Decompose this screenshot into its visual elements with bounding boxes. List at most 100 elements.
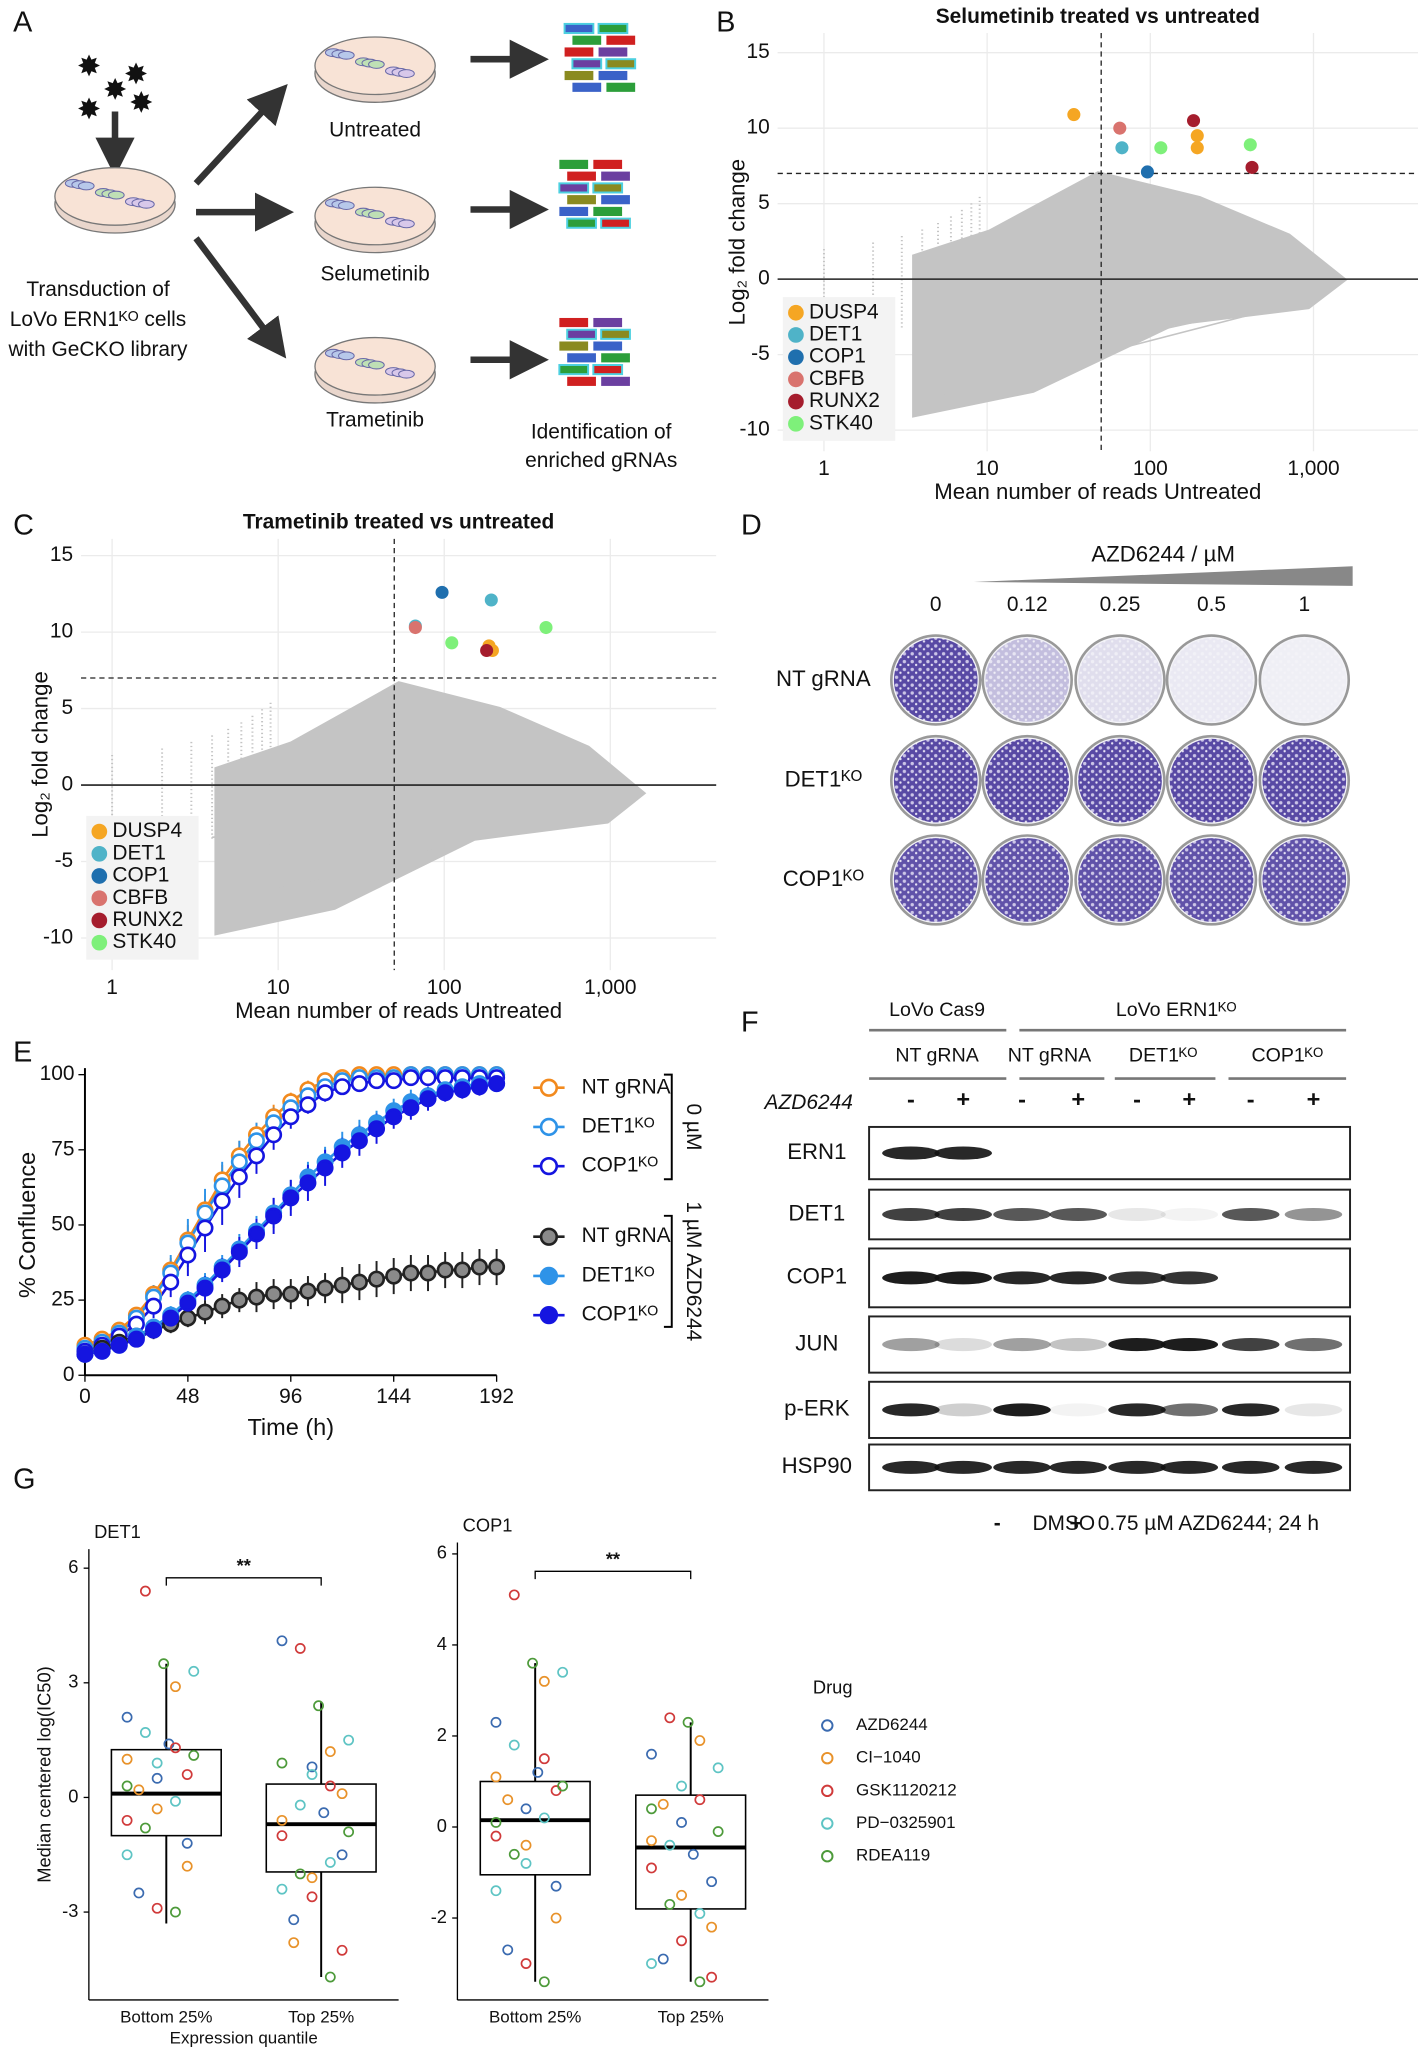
chart-title: DET1 bbox=[94, 1521, 141, 1542]
drug-point bbox=[188, 1665, 200, 1677]
data-point bbox=[196, 1303, 214, 1321]
x-axis-title: Expression quantile bbox=[170, 2029, 318, 2048]
colonies bbox=[1262, 838, 1347, 922]
drug-point bbox=[324, 1746, 336, 1758]
drug-point bbox=[121, 1753, 133, 1765]
read-cloud bbox=[214, 681, 647, 936]
x-tick-label: 96 bbox=[279, 1385, 302, 1408]
data-point bbox=[350, 1132, 368, 1150]
panel-label: D bbox=[741, 510, 762, 542]
data-point bbox=[213, 1192, 231, 1210]
data-point bbox=[162, 1273, 180, 1291]
lane-sign: - bbox=[1018, 1086, 1026, 1112]
drug-point bbox=[490, 1885, 502, 1897]
band bbox=[993, 1207, 1051, 1222]
gene-point bbox=[1140, 165, 1154, 179]
y-tick-label: 15 bbox=[50, 543, 73, 566]
drug-point bbox=[121, 1711, 133, 1723]
y-tick-label: -5 bbox=[55, 849, 74, 872]
lane-sign: + bbox=[956, 1086, 970, 1112]
drug-point bbox=[508, 1848, 520, 1860]
gRNA-block bbox=[600, 328, 631, 340]
protein-label: HSP90 bbox=[782, 1453, 852, 1478]
band bbox=[1108, 1338, 1166, 1352]
data-point bbox=[265, 1207, 283, 1225]
schematic-text: with GeCKO library bbox=[8, 338, 188, 361]
gRNA-block bbox=[593, 317, 623, 328]
significance: ** bbox=[237, 1555, 252, 1576]
data-point bbox=[419, 1090, 437, 1108]
x-tick-label: 1 bbox=[818, 457, 830, 480]
drug-point bbox=[664, 1898, 676, 1910]
data-point bbox=[402, 1264, 420, 1282]
data-point bbox=[162, 1309, 180, 1327]
band bbox=[1221, 1403, 1280, 1417]
legend-label: COP1ᴷᴼ bbox=[582, 1303, 659, 1326]
drug-point bbox=[490, 1817, 502, 1828]
band bbox=[934, 1403, 992, 1417]
cell bbox=[398, 219, 415, 229]
gRNA-block bbox=[559, 341, 589, 351]
virus: ✸ bbox=[124, 59, 148, 91]
drug-point bbox=[520, 1839, 532, 1851]
colonies bbox=[1169, 738, 1254, 823]
drug-point bbox=[294, 1642, 306, 1654]
drug-point bbox=[646, 1803, 657, 1815]
band bbox=[993, 1271, 1051, 1285]
band bbox=[934, 1460, 992, 1474]
gRNA-block bbox=[601, 195, 630, 205]
data-point bbox=[333, 1144, 351, 1162]
cell bbox=[138, 199, 155, 209]
drug-point bbox=[336, 1944, 348, 1956]
legend-swatch bbox=[539, 1156, 559, 1176]
band bbox=[1108, 1403, 1166, 1417]
colonies bbox=[985, 838, 1070, 922]
x-tick-label: 100 bbox=[427, 976, 462, 999]
y-tick-label: 10 bbox=[50, 620, 73, 643]
legend-swatch bbox=[788, 349, 804, 366]
virus: ✸ bbox=[129, 88, 153, 120]
x-axis-title: Mean number of reads Untreated bbox=[934, 479, 1261, 504]
gRNA-block bbox=[598, 70, 628, 81]
drug-point bbox=[324, 1856, 336, 1868]
y-tick-label: 15 bbox=[747, 40, 770, 63]
cell-line: NT gRNA bbox=[895, 1045, 979, 1067]
data-point bbox=[213, 1297, 231, 1315]
y-tick-label: 3 bbox=[68, 1671, 78, 1692]
treatment-label: AZD6244 bbox=[763, 1091, 853, 1114]
legend-label: DET1ᴷᴼ bbox=[582, 1114, 655, 1137]
band bbox=[1284, 1207, 1343, 1222]
lane-sign: + bbox=[1182, 1086, 1196, 1112]
x-tick-label: 48 bbox=[176, 1385, 199, 1408]
drug-point bbox=[532, 1766, 544, 1778]
band bbox=[882, 1207, 940, 1222]
band bbox=[993, 1460, 1051, 1474]
drug-point bbox=[664, 1712, 676, 1724]
drug-point bbox=[313, 1700, 324, 1712]
schematic-text: Transduction of bbox=[26, 278, 170, 301]
data-point bbox=[230, 1168, 248, 1186]
data-point bbox=[145, 1321, 163, 1339]
chart-title: Trametinib treated vs untreated bbox=[243, 511, 554, 534]
band bbox=[1049, 1271, 1107, 1285]
blot-footer: - bbox=[994, 1512, 1001, 1535]
protein-label: p-ERK bbox=[784, 1396, 850, 1421]
legend-label: NT gRNA bbox=[582, 1075, 671, 1098]
data-point bbox=[196, 1219, 214, 1237]
drug-point bbox=[646, 1862, 657, 1874]
data-point bbox=[333, 1276, 351, 1294]
data-point bbox=[436, 1084, 454, 1102]
blot-group: LoVo Cas9 bbox=[889, 999, 985, 1021]
band bbox=[1108, 1271, 1166, 1285]
gRNA-block bbox=[598, 47, 628, 57]
drug-point bbox=[133, 1887, 145, 1899]
colonies bbox=[893, 838, 978, 922]
legend-label: NT gRNA bbox=[582, 1224, 671, 1247]
panel-label: C bbox=[13, 510, 34, 542]
gRNA-block bbox=[601, 353, 630, 363]
legend-swatch bbox=[821, 1784, 834, 1798]
band bbox=[882, 1271, 940, 1285]
read-streak bbox=[937, 303, 1278, 380]
x-tick-label: 10 bbox=[975, 457, 998, 480]
gRNA-block bbox=[558, 364, 590, 376]
